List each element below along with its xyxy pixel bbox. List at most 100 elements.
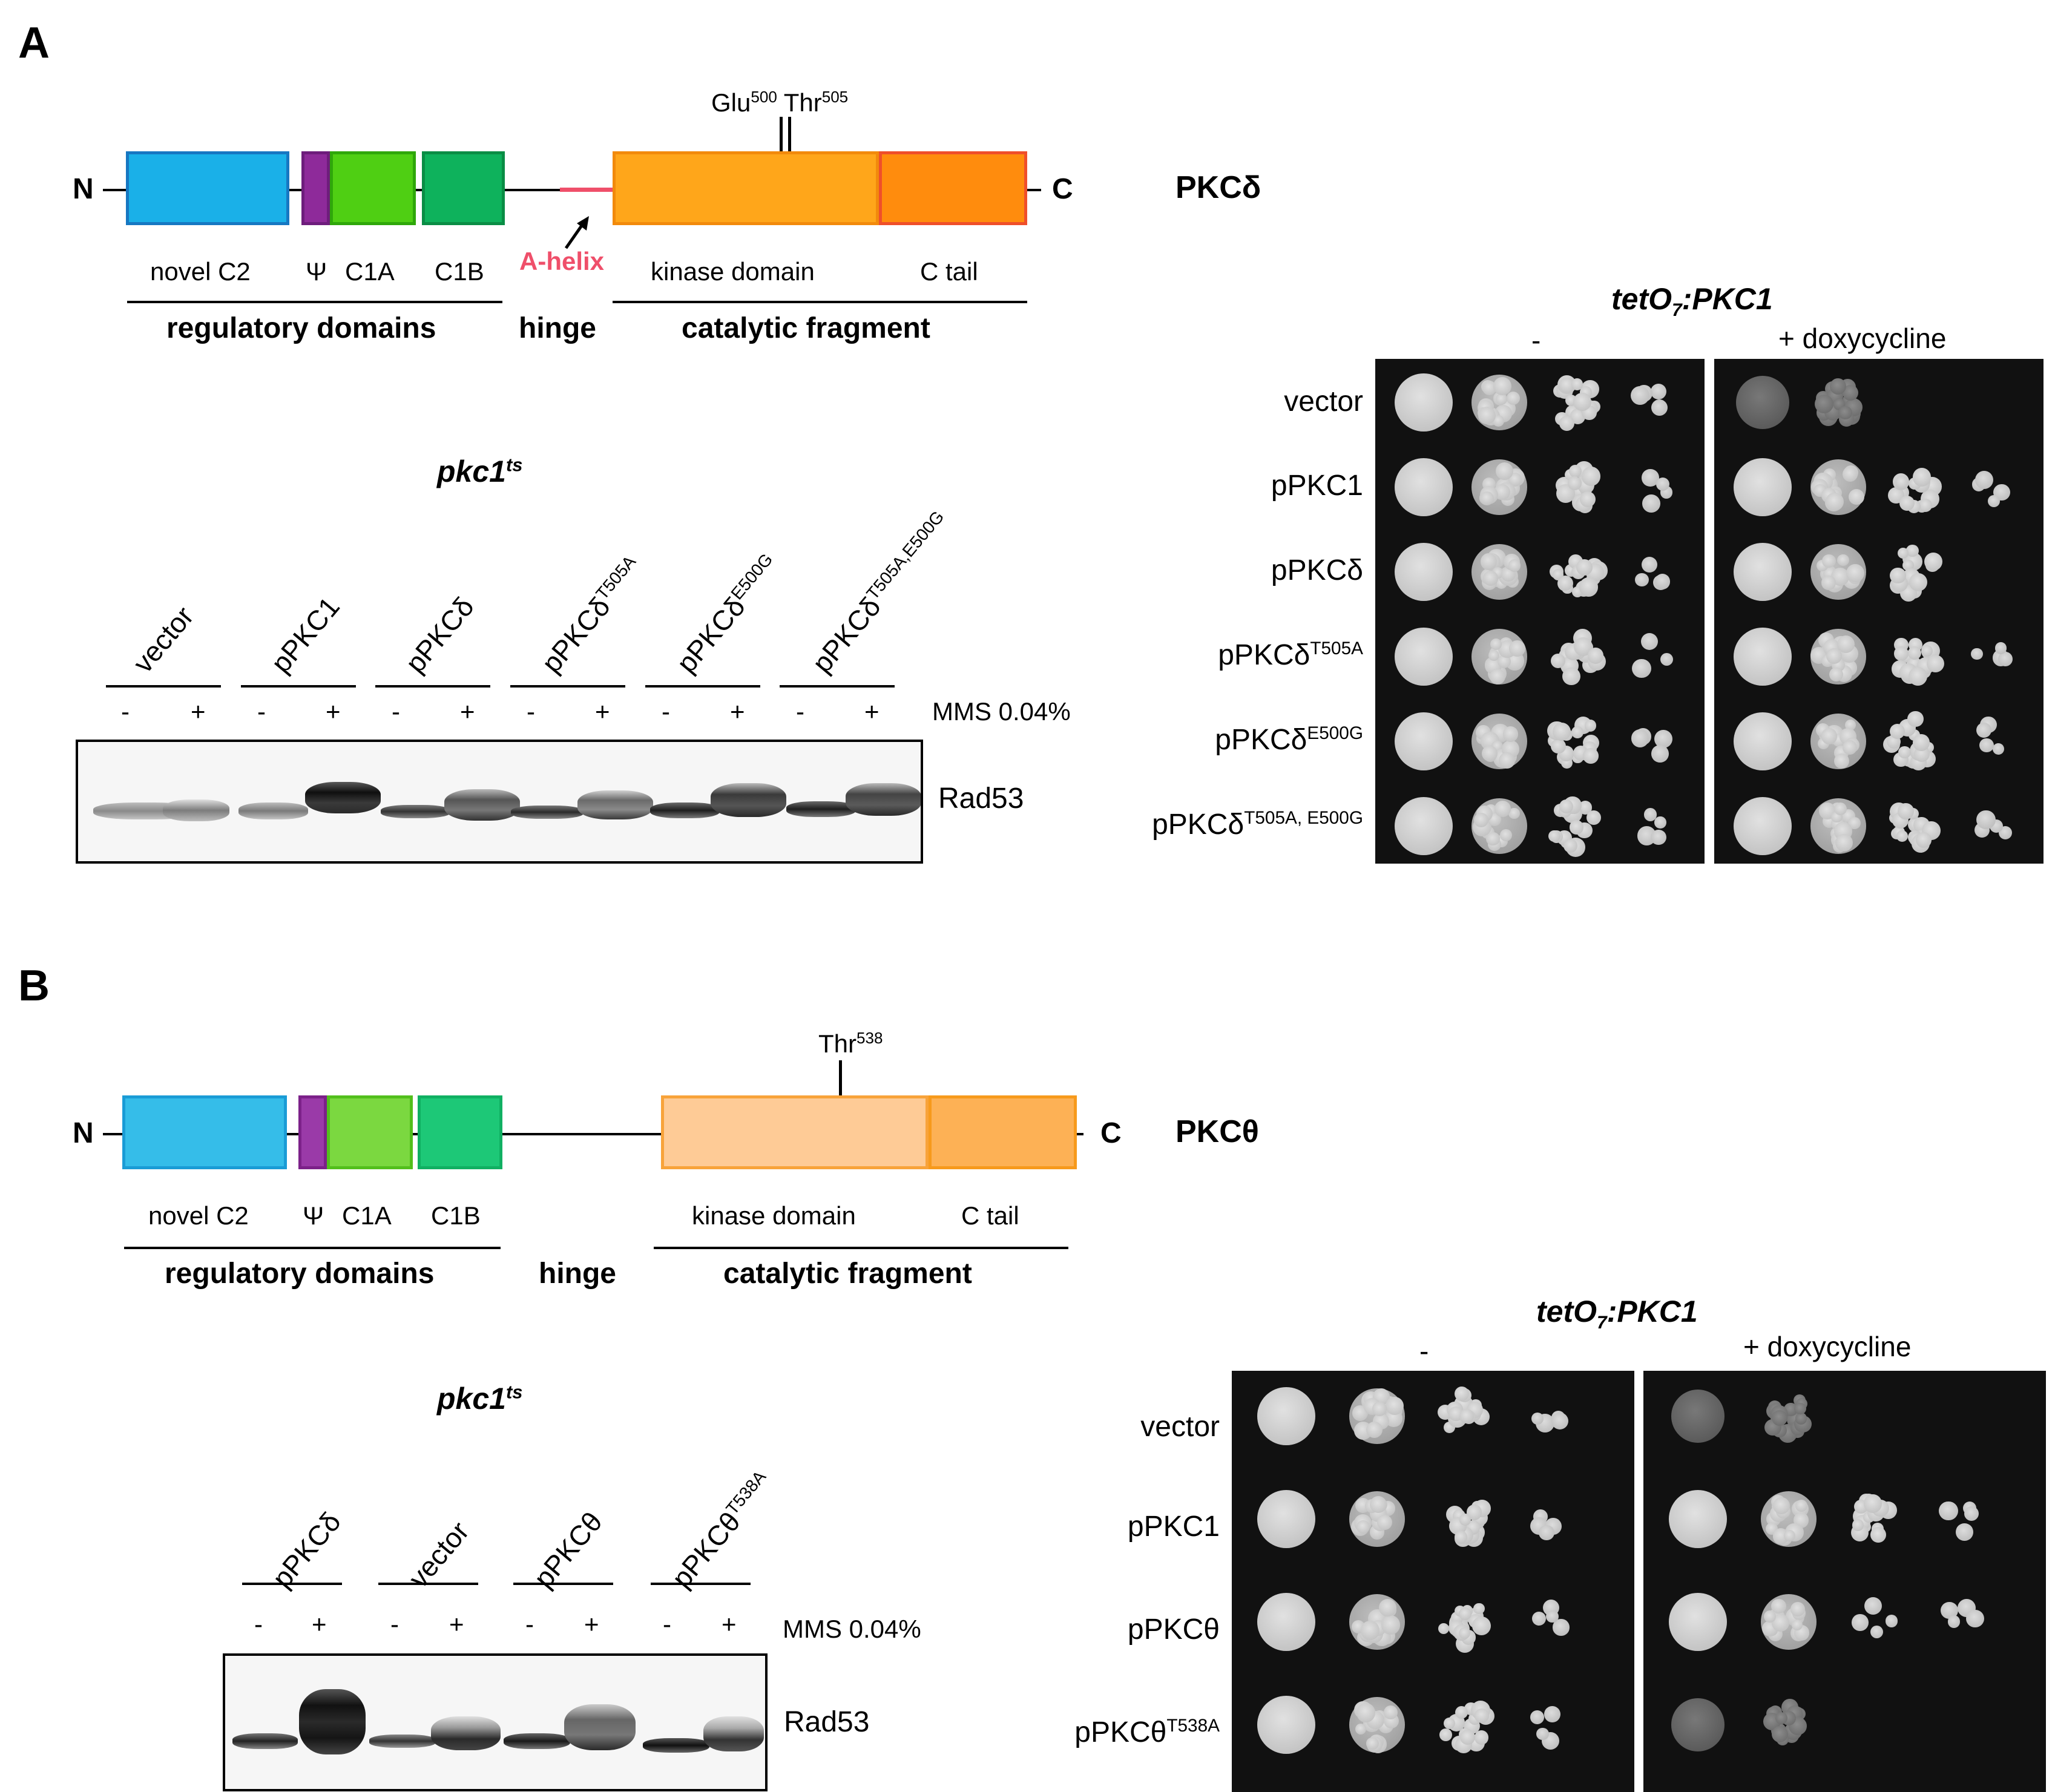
lane-underline [780, 685, 895, 688]
band [703, 1716, 764, 1751]
yeast-spot [1771, 1598, 1786, 1614]
c-terminus-label: C [1100, 1117, 1122, 1149]
plate-doxycycline [1643, 1371, 2046, 1792]
yeast-spot [1833, 802, 1847, 816]
yeast-spot [1976, 810, 1996, 830]
yeast-spot [1643, 808, 1657, 822]
lane-label-ppkc1: pPKC1 [265, 591, 346, 679]
yeast-spot [1734, 712, 1792, 770]
yeast-spot [1559, 416, 1574, 432]
yeast-spot [1736, 376, 1789, 429]
treat-minus: - [392, 697, 400, 726]
yeast-spot [1573, 393, 1591, 412]
yeast-spot [1455, 1705, 1468, 1719]
yeast-spot [1499, 752, 1516, 769]
treat-minus: - [121, 697, 130, 726]
yeast-spot [1548, 830, 1560, 842]
label-c1b: C1B [435, 257, 484, 286]
label-psi: Ψ [303, 1201, 324, 1230]
c1a-domain-box [327, 1095, 413, 1169]
band [305, 782, 381, 813]
panel-b-letter: B [18, 962, 50, 1010]
yeast-spot [1870, 1626, 1884, 1639]
blot-title: pkc1ts [437, 1381, 523, 1416]
n-terminus-label: N [73, 173, 94, 205]
yeast-spot [1539, 1525, 1555, 1541]
strain-label-ppkct-t538a: pPKCθT538A [1074, 1716, 1220, 1748]
lane-underline [645, 685, 760, 688]
plate-doxycycline [1714, 359, 2043, 864]
yeast-spot [1585, 720, 1597, 732]
yeast-spot [1544, 1705, 1560, 1722]
n-terminus-label: N [73, 1117, 94, 1149]
label-a-helix: A-helix [519, 247, 605, 275]
yeast-spot [1843, 467, 1858, 482]
yeast-spot [1975, 470, 1994, 489]
psi-domain-box [301, 151, 330, 225]
a-helix-arrow [564, 216, 589, 249]
yeast-spot [1378, 1598, 1396, 1616]
treat-minus: - [662, 697, 670, 726]
yeast-spot [1897, 547, 1909, 559]
site-labels: Glu500 Thr505 [711, 88, 849, 117]
treat-minus: - [257, 697, 266, 726]
yeast-spot [1651, 399, 1668, 416]
yeast-spot [1890, 567, 1906, 584]
yeast-spot [1964, 1506, 1979, 1521]
lane-label-ppkct: pPKCθ [527, 1506, 608, 1594]
c-terminus-label: C [1052, 173, 1073, 205]
yeast-spot [1583, 748, 1599, 764]
yeast-spot [1669, 1593, 1727, 1651]
psi-domain-box [298, 1095, 327, 1169]
band [786, 801, 856, 817]
yeast-spot [1372, 1402, 1387, 1417]
yeast-spot [1889, 723, 1905, 740]
yeast-spot [1845, 719, 1856, 730]
yeast-spot [1651, 829, 1666, 845]
lane-underline [510, 685, 625, 688]
lane-underline [513, 1583, 613, 1585]
yeast-spot [1948, 1615, 1961, 1628]
band [846, 783, 921, 816]
protein-label-pkc-delta: PKCδ [1175, 170, 1261, 205]
treat-minus: - [525, 1610, 534, 1638]
regulatory-underline [127, 301, 502, 303]
yeast-spot [1734, 543, 1792, 601]
yeast-spot [1734, 797, 1792, 855]
yeast-spot [1734, 458, 1792, 516]
condition-doxycycline: + doxycycline [1778, 323, 1947, 354]
yeast-spot [1478, 406, 1496, 424]
yeast-spot [1366, 1422, 1383, 1439]
yeast-spot [1994, 642, 2007, 654]
yeast-spot [1642, 494, 1660, 513]
band [711, 783, 786, 817]
treat-plus: + [460, 697, 475, 726]
strain-label-ppkc1: pPKC1 [1127, 1511, 1220, 1543]
yeast-spot [1569, 819, 1584, 835]
treat-minus: - [796, 697, 804, 726]
lane-underline [378, 1583, 478, 1585]
label-regulatory-domains: regulatory domains [165, 1258, 435, 1290]
yeast-spot [1494, 800, 1511, 817]
yeast-spot [1482, 381, 1497, 395]
yeast-spot [1439, 1728, 1452, 1741]
backbone-line [103, 1133, 1083, 1135]
yeast-spot [1852, 1614, 1869, 1631]
yeast-spot [1773, 1497, 1790, 1514]
yeast-spot [1734, 628, 1792, 686]
yeast-spot [1257, 1387, 1315, 1445]
yeast-spot [1988, 495, 2001, 508]
lane-underline [241, 685, 356, 688]
treatment-label: MMS 0.04% [932, 697, 1071, 726]
yeast-spot [1356, 1703, 1376, 1722]
yeast-spot [1459, 1729, 1475, 1745]
yeast-spot [1257, 1593, 1315, 1651]
thr538-tick [839, 1060, 842, 1095]
yeast-spot [1826, 492, 1844, 511]
band [381, 805, 450, 818]
yeast-spot [1551, 738, 1567, 754]
yeast-spot [1530, 1710, 1545, 1725]
band [238, 802, 308, 819]
yeast-spot [1257, 1696, 1315, 1754]
